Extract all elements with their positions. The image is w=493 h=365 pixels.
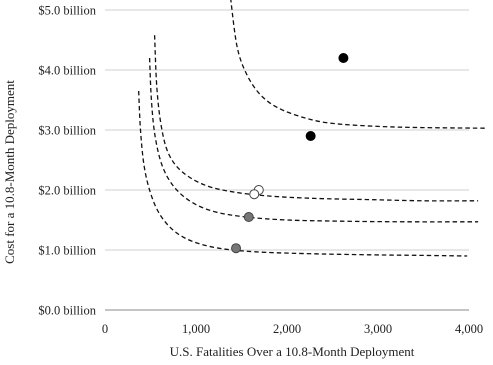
curve-4 [138, 90, 468, 257]
data-point-2 [305, 131, 316, 141]
x-tick-label-3: 3,000 [364, 322, 392, 336]
data-point-1 [338, 53, 349, 63]
y-axis-title: Cost for a 10.8-Month Deployment [2, 80, 17, 264]
y-tick-label-2: $2.0 billion [38, 184, 96, 198]
gridlines [105, 9, 469, 251]
data-points [231, 53, 349, 254]
y-tick-label-4: $4.0 billion [38, 64, 96, 78]
curve-3 [148, 57, 479, 223]
y-tick-labels: $0.0 billion $1.0 billion $2.0 billion $3.0… [38, 4, 96, 318]
x-tick-labels: 0 1,000 2,000 3,000 4,000 [102, 322, 483, 336]
y-tick-label-5: $5.0 billion [38, 4, 96, 18]
y-tick-label-0: $0.0 billion [38, 304, 96, 318]
x-tick-label-1: 1,000 [182, 322, 210, 336]
x-axis-title: U.S. Fatalities Over a 10.8-Month Deploy… [170, 344, 415, 359]
data-point-6 [231, 243, 242, 254]
y-tick-label-3: $3.0 billion [38, 124, 96, 138]
data-point-4 [249, 189, 260, 200]
x-tick-label-2: 2,000 [273, 322, 301, 336]
data-point-5 [243, 212, 254, 222]
curve-1 [230, 0, 488, 129]
curve-2 [153, 35, 479, 202]
x-tick-label-0: 0 [102, 322, 108, 336]
x-tick-label-4: 4,000 [455, 322, 483, 336]
curves [138, 0, 488, 257]
y-tick-label-1: $1.0 billion [38, 244, 96, 258]
